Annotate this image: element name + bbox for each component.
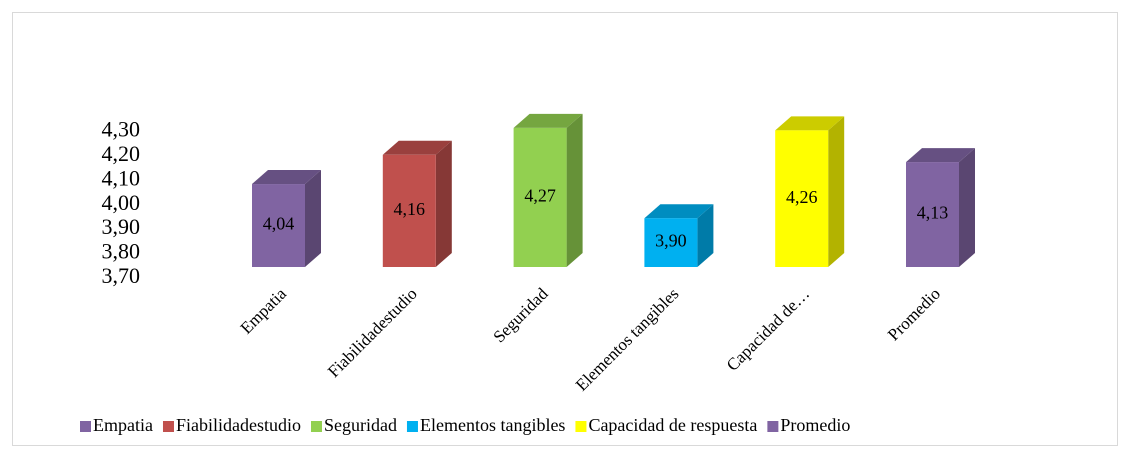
legend-swatch [310,421,322,432]
legend-label: Seguridad [324,415,397,435]
y-tick-label: 4,20 [102,141,141,166]
bar-side [435,140,452,267]
bar-top [644,204,714,219]
value-label: 3,90 [655,231,687,251]
legend-label: Elementos tangibles [420,415,565,435]
value-label: 4,13 [917,203,949,223]
y-tick-label: 3,80 [102,239,141,264]
bar-top [252,170,321,185]
bar [513,127,567,267]
bar-top [775,116,845,131]
bar-side [305,170,321,267]
bar [906,162,959,267]
legend-swatch [162,421,174,432]
value-label: 4,26 [786,187,818,207]
legend-swatch [80,421,91,432]
bar-side [828,116,845,267]
bar-side [697,204,714,267]
y-tick-label: 4,00 [102,190,141,215]
legend-label: Promedio [780,415,850,435]
bar-top [382,140,452,155]
bar-top [513,113,583,128]
bar [775,130,829,267]
bar [644,218,698,267]
bar-side [959,148,975,267]
legend-label: Capacidad de respuesta [588,415,757,435]
y-tick-label: 4,30 [102,117,141,142]
bar [252,184,305,267]
y-tick-label: 3,70 [102,263,141,288]
value-label: 4,04 [263,214,295,234]
value-label: 4,16 [394,199,426,219]
bar-top [906,148,975,163]
value-label: 4,27 [524,186,556,206]
y-tick-label: 4,10 [102,165,141,190]
bar [382,154,436,267]
y-tick-label: 3,90 [102,214,141,239]
legend-swatch [575,421,587,432]
bar-side [566,113,583,267]
legend-swatch [406,421,418,432]
legend-swatch [767,421,779,432]
legend-label: Fiabilidadestudio [176,415,301,435]
legend-label: Empatia [93,415,153,435]
